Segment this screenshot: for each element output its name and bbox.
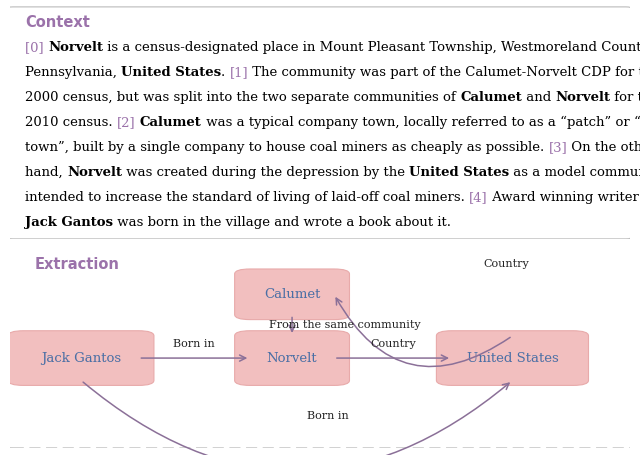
Text: 2010 census.: 2010 census.: [25, 116, 117, 129]
Text: Born in: Born in: [173, 339, 215, 349]
Text: [0]: [0]: [25, 41, 48, 54]
Text: United States: United States: [121, 66, 221, 79]
Text: Pennsylvania,: Pennsylvania,: [25, 66, 121, 79]
FancyBboxPatch shape: [235, 269, 349, 319]
Text: The community was part of the Calumet-Norvelt CDP for the: The community was part of the Calumet-No…: [248, 66, 640, 79]
Text: Country: Country: [483, 259, 529, 269]
Text: was a typical company town, locally referred to as a “patch” or “patch: was a typical company town, locally refe…: [202, 116, 640, 129]
Text: Jack Gantos: Jack Gantos: [41, 352, 121, 364]
Text: hand,: hand,: [25, 166, 67, 179]
Text: [3]: [3]: [548, 141, 568, 154]
Text: Norvelt: Norvelt: [67, 166, 122, 179]
Text: Context: Context: [25, 15, 90, 30]
Text: Award winning writer: Award winning writer: [488, 191, 639, 204]
Text: .: .: [221, 66, 230, 79]
Text: Extraction: Extraction: [35, 257, 119, 272]
Text: intended to increase the standard of living of laid-off coal miners.: intended to increase the standard of liv…: [25, 191, 469, 204]
Text: United States: United States: [409, 166, 509, 179]
Text: Born in: Born in: [307, 411, 349, 421]
Text: Norvelt: Norvelt: [48, 41, 103, 54]
FancyBboxPatch shape: [235, 331, 349, 385]
FancyBboxPatch shape: [6, 7, 632, 239]
Text: for the: for the: [611, 91, 640, 104]
Text: was born in the village and wrote a book about it.: was born in the village and wrote a book…: [113, 217, 451, 229]
Text: [2]: [2]: [117, 116, 136, 129]
Text: as a model community,: as a model community,: [509, 166, 640, 179]
Text: [4]: [4]: [469, 191, 488, 204]
Text: Norvelt: Norvelt: [267, 352, 317, 364]
Text: On the other: On the other: [568, 141, 640, 154]
Text: United States: United States: [467, 352, 558, 364]
Text: Calumet: Calumet: [460, 91, 522, 104]
Text: is a census-designated place in Mount Pleasant Township, Westmoreland County,: is a census-designated place in Mount Pl…: [103, 41, 640, 54]
Text: From the same community: From the same community: [269, 320, 420, 330]
Text: Country: Country: [370, 339, 416, 349]
Text: was created during the depression by the: was created during the depression by the: [122, 166, 409, 179]
Text: Calumet: Calumet: [140, 116, 202, 129]
Text: Jack Gantos: Jack Gantos: [25, 217, 113, 229]
FancyBboxPatch shape: [436, 331, 589, 385]
Text: [1]: [1]: [230, 66, 248, 79]
FancyBboxPatch shape: [0, 245, 639, 448]
Text: and: and: [522, 91, 556, 104]
Text: 2000 census, but was split into the two separate communities of: 2000 census, but was split into the two …: [25, 91, 460, 104]
Text: Calumet: Calumet: [264, 288, 320, 301]
Text: town”, built by a single company to house coal miners as cheaply as possible.: town”, built by a single company to hous…: [25, 141, 548, 154]
Text: Norvelt: Norvelt: [556, 91, 611, 104]
FancyBboxPatch shape: [8, 331, 154, 385]
